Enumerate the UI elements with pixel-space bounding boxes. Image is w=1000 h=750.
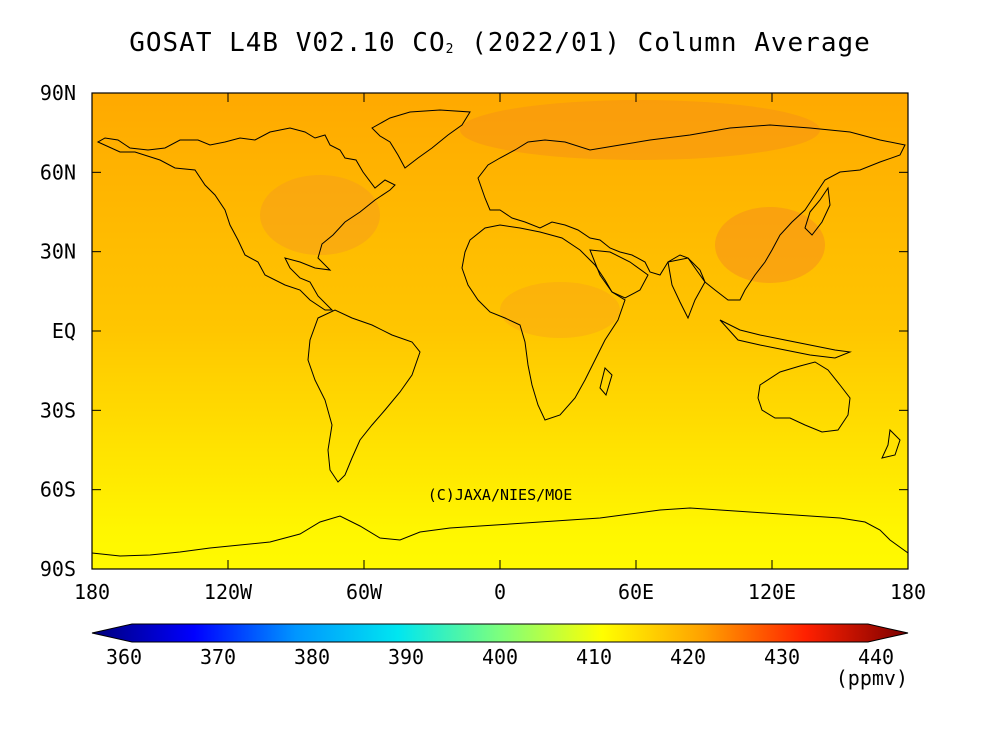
lon-tick-label: 120W	[204, 580, 253, 604]
lat-tick-label: EQ	[52, 319, 76, 343]
lon-tick-label: 120E	[748, 580, 796, 604]
madagascar-outline	[599, 367, 613, 397]
africa-outline	[461, 224, 626, 421]
co2-anomaly-arctic	[460, 100, 820, 160]
north-america-outline	[96, 127, 396, 311]
co2-anomaly-east-asia	[715, 207, 825, 283]
copyright-label: (C)JAXA/NIES/MOE	[428, 486, 573, 504]
coastlines	[92, 109, 908, 557]
lon-tick-label: 180	[890, 580, 926, 604]
lon-tick-label: 0	[494, 580, 506, 604]
co2-field	[92, 93, 908, 569]
co2-anomaly-north-america	[260, 175, 380, 255]
co2-anomaly-africa	[500, 282, 620, 338]
colorbar-tick-label: 380	[294, 645, 330, 669]
lat-tick-label: 90S	[40, 557, 76, 581]
lon-tick-label: 60W	[346, 580, 383, 604]
colorbar-tick-label: 360	[106, 645, 142, 669]
colorbar-tick-label: 390	[388, 645, 424, 669]
colorbar-unit: (ppmv)	[836, 666, 908, 690]
lat-tick-label: 30N	[40, 240, 76, 264]
arabia-outline	[589, 249, 649, 299]
chart-title: GOSAT L4B V02.10 CO2 (2022/01) Column Av…	[129, 28, 871, 58]
colorbar-tick-label: 400	[482, 645, 518, 669]
colorbar: 360 370 380 390 400 410 420 430 440 (ppmv)	[91, 623, 909, 690]
southeast-asia-islands-outline	[719, 319, 852, 359]
colorbar-tick-label: 440	[858, 645, 894, 669]
longitude-axis: 180 120W 60W 0 60E 120E 180	[74, 93, 926, 604]
colorbar-ticks: 360 370 380 390 400 410 420 430 440	[106, 645, 894, 669]
co2-field-background	[92, 93, 908, 569]
australia-outline	[757, 361, 851, 433]
south-america-outline	[307, 309, 421, 483]
lon-tick-label: 180	[74, 580, 110, 604]
new-zealand-outline	[881, 428, 901, 459]
lat-tick-label: 60S	[40, 478, 76, 502]
greenland-outline	[371, 109, 471, 169]
colorbar-tick-label: 370	[200, 645, 236, 669]
latitude-axis: 90N 60N 30N EQ 30S 60S 90S	[40, 81, 908, 581]
colorbar-bar	[91, 623, 909, 643]
japan-outline	[804, 186, 831, 236]
europe-asia-outline	[477, 124, 906, 301]
lon-tick-label: 60E	[618, 580, 654, 604]
lat-tick-label: 30S	[40, 398, 76, 422]
lat-tick-label: 60N	[40, 160, 76, 184]
colorbar-tick-label: 420	[670, 645, 706, 669]
colorbar-tick-label: 430	[764, 645, 800, 669]
antarctica-outline	[92, 507, 908, 557]
colorbar-tick-label: 410	[576, 645, 612, 669]
lat-tick-label: 90N	[40, 81, 76, 105]
india-outline	[667, 257, 706, 320]
